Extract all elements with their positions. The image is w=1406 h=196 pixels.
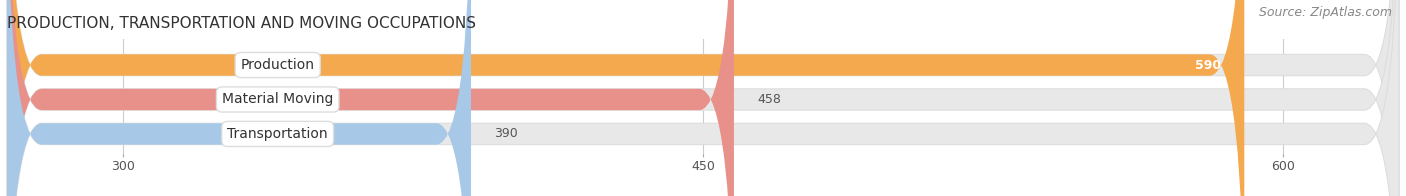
Text: Source: ZipAtlas.com: Source: ZipAtlas.com: [1258, 6, 1392, 19]
Text: 458: 458: [758, 93, 780, 106]
Text: Production: Production: [240, 58, 315, 72]
Text: Transportation: Transportation: [228, 127, 328, 141]
FancyBboxPatch shape: [7, 0, 1399, 196]
FancyBboxPatch shape: [7, 0, 1399, 196]
FancyBboxPatch shape: [7, 0, 1244, 196]
Text: Material Moving: Material Moving: [222, 93, 333, 106]
FancyBboxPatch shape: [7, 0, 734, 196]
Text: 390: 390: [495, 127, 517, 140]
FancyBboxPatch shape: [7, 0, 471, 196]
Text: 590: 590: [1195, 59, 1222, 72]
Text: PRODUCTION, TRANSPORTATION AND MOVING OCCUPATIONS: PRODUCTION, TRANSPORTATION AND MOVING OC…: [7, 16, 477, 31]
FancyBboxPatch shape: [7, 0, 1399, 196]
